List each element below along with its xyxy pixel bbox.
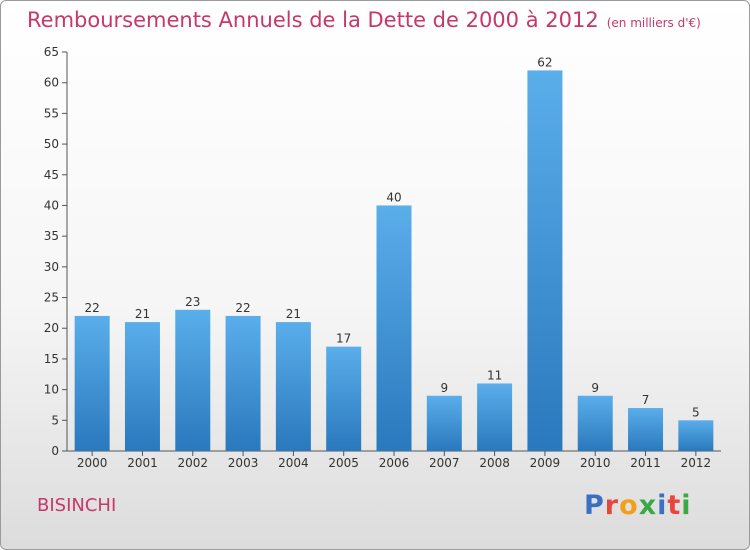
data-label-2011: 7 bbox=[642, 393, 650, 407]
x-tick-label-2009: 2009 bbox=[530, 456, 561, 470]
data-label-2005: 17 bbox=[336, 332, 351, 346]
y-tick-label: 35 bbox=[44, 229, 59, 243]
y-tick-label: 10 bbox=[44, 383, 59, 397]
y-tick-label: 65 bbox=[44, 45, 59, 59]
bar-2005 bbox=[326, 346, 362, 451]
unit-label: (en milliers d'€) bbox=[606, 16, 701, 30]
bar-2011 bbox=[628, 408, 664, 451]
logo-letter: i bbox=[657, 490, 668, 521]
y-tick-label: 50 bbox=[44, 137, 59, 151]
y-tick-label: 25 bbox=[44, 291, 59, 305]
x-tick-label-2010: 2010 bbox=[580, 456, 611, 470]
x-tick-label-2011: 2011 bbox=[630, 456, 661, 470]
bars: 22 21 23 22 21 17 40 9 11 62 9 7 5 bbox=[74, 55, 714, 452]
bar-2000 bbox=[74, 315, 110, 451]
data-label-2004: 21 bbox=[286, 307, 301, 321]
y-tick-label: 60 bbox=[44, 76, 59, 90]
y-tick-label: 0 bbox=[51, 444, 59, 458]
data-label-2003: 22 bbox=[235, 301, 250, 315]
bar-2012 bbox=[678, 420, 714, 451]
data-label-2010: 9 bbox=[591, 381, 599, 395]
x-tick-label-2002: 2002 bbox=[177, 456, 208, 470]
y-tick-label: 30 bbox=[44, 260, 59, 274]
axes: 0 5 10 15 20 25 30 35 40 45 50 55 60 65 2000 2001 2002 20… bbox=[44, 45, 721, 470]
data-label-2007: 9 bbox=[440, 381, 448, 395]
proxiti-logo: Proxiti bbox=[584, 490, 692, 521]
logo-letter: r bbox=[604, 490, 620, 521]
x-tick-label-2000: 2000 bbox=[77, 456, 108, 470]
data-label-2000: 22 bbox=[85, 301, 100, 315]
bar-2003 bbox=[225, 315, 261, 451]
bar-2001 bbox=[124, 322, 160, 451]
chart-title: Remboursements Annuels de la Dette de 20… bbox=[27, 8, 701, 32]
bar-2004 bbox=[275, 322, 311, 451]
x-tick-label-2012: 2012 bbox=[681, 456, 712, 470]
y-tick-label: 5 bbox=[51, 413, 59, 427]
bar-2008 bbox=[477, 383, 513, 451]
x-tick-label-2008: 2008 bbox=[479, 456, 510, 470]
logo-letter: o bbox=[619, 490, 639, 521]
y-tick-label: 15 bbox=[44, 352, 59, 366]
x-tick-label-2006: 2006 bbox=[379, 456, 410, 470]
y-tick-label: 55 bbox=[44, 106, 59, 120]
x-tick-label-2004: 2004 bbox=[278, 456, 309, 470]
x-tick-label-2001: 2001 bbox=[127, 456, 158, 470]
bar-2006 bbox=[376, 205, 412, 451]
y-tick-label: 40 bbox=[44, 198, 59, 212]
logo-letter: x bbox=[638, 490, 658, 521]
bar-2010 bbox=[577, 395, 613, 451]
x-tick-label-2003: 2003 bbox=[228, 456, 259, 470]
bar-2009 bbox=[527, 70, 563, 452]
bar-2007 bbox=[426, 395, 462, 451]
logo-letter: t bbox=[667, 490, 682, 521]
y-tick-label: 20 bbox=[44, 321, 59, 335]
data-label-2001: 21 bbox=[135, 307, 150, 321]
commune-name: BISINCHI bbox=[37, 495, 117, 516]
y-tick-label: 45 bbox=[44, 168, 59, 182]
logo-letter: P bbox=[584, 490, 605, 521]
data-label-2009: 62 bbox=[537, 55, 552, 69]
chart-title-text: Remboursements Annuels de la Dette de 20… bbox=[27, 8, 599, 32]
data-label-2006: 40 bbox=[386, 190, 401, 204]
data-label-2008: 11 bbox=[487, 368, 502, 382]
logo-letter: i bbox=[681, 490, 692, 521]
data-label-2002: 23 bbox=[185, 295, 200, 309]
data-label-2012: 5 bbox=[692, 405, 700, 419]
x-tick-label-2005: 2005 bbox=[328, 456, 359, 470]
x-tick-label-2007: 2007 bbox=[429, 456, 460, 470]
bar-2002 bbox=[175, 309, 211, 451]
